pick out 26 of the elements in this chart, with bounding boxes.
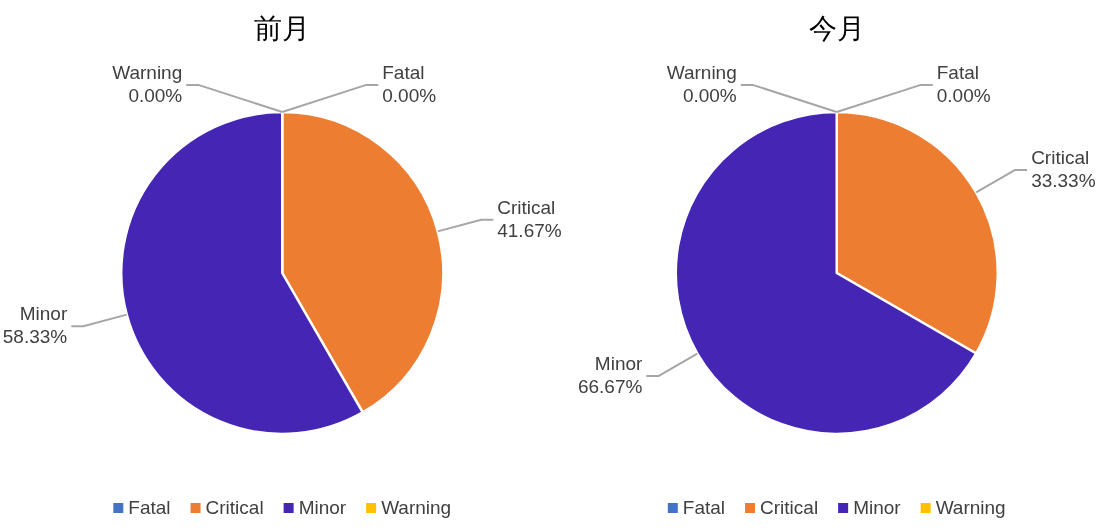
legend-label: Minor (853, 497, 902, 518)
legend-label: Warning (381, 497, 452, 518)
text: 0.00% (936, 84, 991, 106)
legend-label: Fatal (128, 497, 171, 518)
data-label: 58.33% (2, 326, 68, 348)
chart-title: 今月 (808, 13, 865, 44)
category-label: Fatal (936, 61, 979, 83)
text: 0.00% (128, 84, 183, 106)
legend-label: Minor (298, 497, 347, 518)
data-label: 41.67% (497, 219, 562, 241)
legend-label: Critical (205, 497, 264, 518)
text: 0.00% (382, 84, 437, 106)
category-label: Warning (112, 61, 183, 83)
category-label: Warning (666, 61, 737, 83)
slice-label: Critical (497, 196, 556, 218)
category-label: Fatal (382, 61, 425, 83)
legend-label: Fatal (682, 497, 726, 518)
legend-label: Critical (760, 497, 819, 518)
slice-label: Minor (594, 353, 644, 375)
data-label: 66.67% (577, 376, 643, 398)
chart-title: 前月 (254, 13, 311, 44)
legend-label: Warning (935, 497, 1006, 518)
data-label: 33.33% (1031, 169, 1096, 191)
slice-label: Critical (1031, 146, 1090, 168)
slice-label: Minor (19, 303, 68, 325)
text: 0.00% (682, 84, 737, 106)
